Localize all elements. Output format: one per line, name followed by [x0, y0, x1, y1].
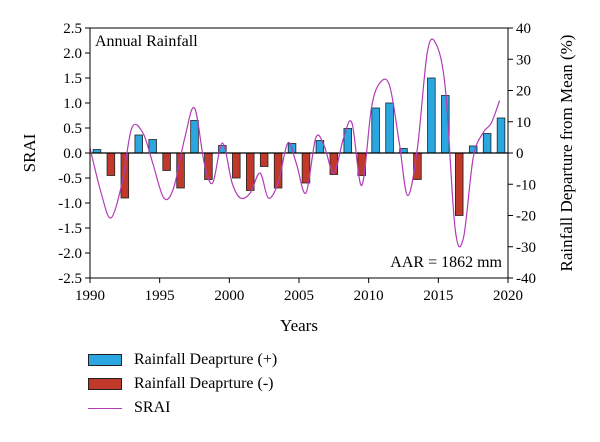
y-right-tick-label: 10: [516, 115, 531, 131]
y-axis-right-title: Rainfall Departure from Mean (%): [557, 35, 576, 272]
bar-2014: [427, 77, 436, 154]
x-axis-title: Years: [280, 316, 318, 335]
x-tick-label: 2005: [284, 288, 314, 304]
legend-label-srai: SRAI: [134, 399, 171, 416]
bar-1993: [134, 134, 143, 154]
y-right-tick-label: 20: [516, 84, 531, 100]
srai-series-line: [89, 38, 501, 248]
legend-item-positive: Rainfall Deaprture (+): [88, 348, 277, 372]
bar-2002: [259, 152, 269, 167]
legend-swatch-srai-line: [88, 407, 122, 409]
legend-label-negative: Rainfall Deaprture (-): [134, 375, 274, 392]
bar-1997: [190, 120, 199, 154]
x-tick-label: 1990: [75, 288, 105, 304]
bar-1992: [120, 152, 130, 199]
y-right-tick-label: 0: [516, 146, 524, 162]
legend: Rainfall Deaprture (+) Rainfall Deaprtur…: [88, 348, 277, 420]
bar-2001: [246, 152, 255, 191]
y-right-tick-label: 40: [516, 21, 531, 37]
chart-inside-title: Annual Rainfall: [95, 33, 198, 50]
legend-label-positive: Rainfall Deaprture (+): [134, 351, 278, 368]
ticks-layer: 2.5 2.0 1.5 1.0 0.5 0.0 -0.5 -1.0 -1.5 -2.0 -2.5 40…: [58, 21, 536, 304]
y-left-tick-label: 1.5: [63, 71, 82, 87]
y-left-tick-label: 1.0: [63, 96, 82, 112]
y-left-tick-label: -0.5: [58, 171, 82, 187]
y-axis-left-title: SRAI: [20, 133, 39, 172]
bar-2016: [455, 152, 464, 216]
bar-2019: [496, 117, 506, 154]
y-left-tick-label: -2.5: [58, 271, 82, 287]
bar-2007: [329, 152, 339, 175]
y-left-tick-label: -2.0: [58, 246, 82, 262]
aar-annotation: AAR = 1862 mm: [390, 254, 502, 271]
legend-swatch-negative: [88, 378, 122, 390]
legend-item-negative: Rainfall Deaprture (-): [88, 372, 277, 396]
x-tick-label: 2020: [493, 288, 523, 304]
x-tick-label: 2000: [214, 288, 244, 304]
bar-1991: [106, 152, 116, 176]
y-right-tick-label: -40: [516, 271, 536, 287]
bar-2018: [482, 133, 492, 154]
legend-swatch-positive: [88, 354, 122, 366]
bars-layer: [92, 77, 506, 216]
x-tick-label: 2010: [354, 288, 384, 304]
bar-2011: [385, 102, 394, 154]
x-tick-label: 2015: [423, 288, 453, 304]
y-left-tick-label: 0.0: [63, 146, 82, 162]
bar-2000: [232, 152, 241, 179]
y-right-tick-label: 30: [516, 52, 531, 68]
y-right-tick-label: -30: [516, 240, 536, 256]
y-left-tick-label: -1.5: [58, 221, 82, 237]
y-left-tick-label: 2.5: [63, 21, 82, 37]
y-right-tick-label: -10: [516, 177, 536, 193]
y-left-tick-label: 0.5: [63, 121, 82, 137]
bar-1994: [148, 139, 157, 154]
y-right-tick-label: -20: [516, 209, 536, 225]
bar-1995: [162, 152, 171, 171]
legend-item-srai: SRAI: [88, 396, 277, 420]
bar-2010: [371, 107, 380, 154]
y-left-tick-label: -1.0: [58, 196, 82, 212]
y-left-tick-label: 2.0: [63, 46, 82, 62]
bar-1998: [204, 152, 213, 180]
x-tick-label: 1995: [145, 288, 175, 304]
